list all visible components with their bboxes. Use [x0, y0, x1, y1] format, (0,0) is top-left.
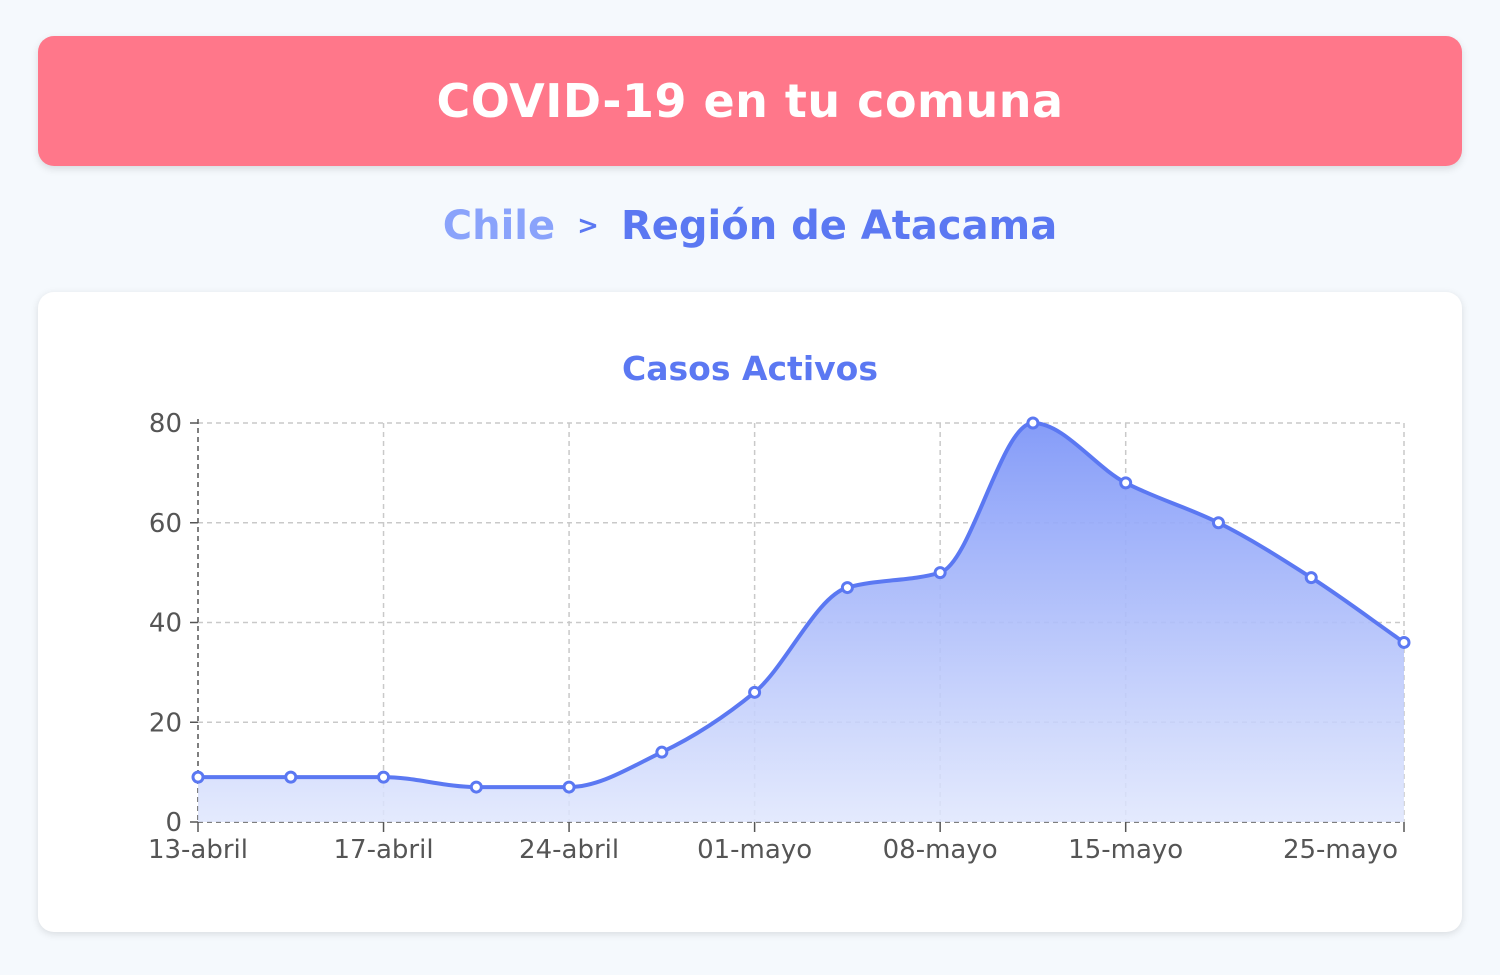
breadcrumb: Chile > Región de Atacama: [0, 196, 1500, 256]
data-point: [562, 780, 576, 794]
page-title: COVID-19 en tu comuna: [436, 74, 1064, 128]
data-point: [655, 745, 669, 759]
data-point: [1026, 416, 1040, 430]
y-tick-label: 60: [149, 509, 182, 539]
data-point: [1119, 476, 1133, 490]
y-tick-label: 20: [149, 708, 182, 738]
header-banner: COVID-19 en tu comuna: [38, 36, 1462, 166]
breadcrumb-separator: >: [577, 211, 599, 241]
breadcrumb-current-region: Región de Atacama: [620, 203, 1058, 249]
data-point: [748, 685, 762, 699]
x-tick-label: 08-mayo: [883, 835, 998, 865]
y-tick-label: 80: [149, 409, 182, 439]
y-tick-label: 0: [165, 808, 182, 838]
data-point: [933, 566, 947, 580]
x-tick-label: 24-abril: [519, 835, 619, 865]
active-cases-chart: Casos Activos 0 20 40 60 80 13-abril 17-abril 24…: [148, 349, 1411, 865]
y-tick-label: 40: [149, 609, 182, 639]
chart-title: Casos Activos: [622, 349, 878, 388]
data-point: [840, 581, 854, 595]
x-tick-label: 17-abril: [334, 835, 434, 865]
data-point: [191, 770, 205, 784]
data-point: [1304, 571, 1318, 585]
data-point: [284, 770, 298, 784]
series-area: [198, 423, 1404, 822]
data-point: [377, 770, 391, 784]
data-point: [1397, 635, 1411, 649]
x-tick-label: 15-mayo: [1068, 835, 1183, 865]
series-line: [198, 421, 1406, 790]
data-point: [1211, 516, 1225, 530]
chart-card: Casos Activos 0 20 40 60 80 13-abril 17-abril 24…: [38, 292, 1462, 932]
breadcrumb-country-link[interactable]: Chile: [442, 203, 556, 249]
x-tick-label: 13-abril: [148, 835, 248, 865]
data-point: [469, 780, 483, 794]
x-tick-label: 25-mayo: [1283, 835, 1398, 865]
x-tick-label: 01-mayo: [697, 835, 812, 865]
